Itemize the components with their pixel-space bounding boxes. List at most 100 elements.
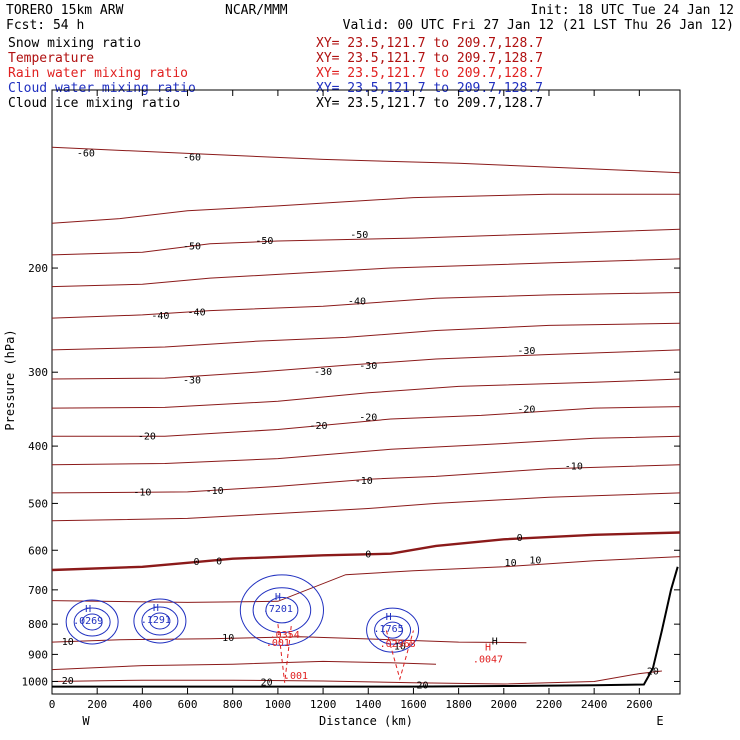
isotherm-line xyxy=(51,292,681,319)
cloud-water-contour xyxy=(73,607,111,637)
y-tick-label: 500 xyxy=(28,497,48,510)
max-value: .001 xyxy=(284,671,308,682)
contour-label: -10 xyxy=(206,486,224,497)
cloud-water-contour xyxy=(252,587,312,634)
y-tick-label: 800 xyxy=(28,618,48,631)
model-title: TORERO 15km ARW xyxy=(6,3,124,18)
y-tick-label: 300 xyxy=(28,366,48,379)
y-tick-label: 900 xyxy=(28,648,48,661)
isotherm-line xyxy=(51,660,437,671)
legend-snow: Snow mixing ratio xyxy=(8,36,141,51)
contour-label: -10 xyxy=(565,461,583,472)
contour-label: -50 xyxy=(350,230,368,241)
isotherm-line xyxy=(51,322,681,351)
max-marker: H xyxy=(386,612,392,623)
max-marker: H xyxy=(492,637,498,648)
forecast-hour: Fcst: 54 h xyxy=(6,18,84,33)
y-tick-label: 400 xyxy=(28,440,48,453)
contour-label: -50 xyxy=(255,236,273,247)
cloud-water-contours xyxy=(65,574,420,653)
x-tick-label: 2200 xyxy=(536,698,563,711)
max-marker: H xyxy=(275,592,281,603)
legend-snow-xy: XY= 23.5,121.7 to 209.7,128.7 xyxy=(316,36,543,51)
contour-label: 20 xyxy=(416,680,428,691)
x-tick-label: 600 xyxy=(178,698,198,711)
contour-label: 10 xyxy=(62,637,74,648)
y-tick-label: 700 xyxy=(28,584,48,597)
contour-label: -30 xyxy=(183,376,201,387)
contour-label: -30 xyxy=(517,346,535,357)
contour-label: 10 xyxy=(529,555,541,566)
max-marker: H xyxy=(485,642,491,653)
contour-label: -10 xyxy=(355,476,373,487)
contour-label: -60 xyxy=(183,152,201,163)
x-tick-label: 2400 xyxy=(581,698,608,711)
legend-temperature-xy: XY= 23.5,121.7 to 209.7,128.7 xyxy=(316,51,543,66)
isotherm-line xyxy=(51,636,527,644)
max-value: .0047 xyxy=(473,654,503,665)
isotherm-line xyxy=(51,193,680,224)
isotherm-line xyxy=(51,531,681,572)
center-title: NCAR/MMM xyxy=(225,3,288,18)
x-tick-label: 1200 xyxy=(310,698,337,711)
contour-label: 10 xyxy=(394,641,406,652)
cloud-water-contour xyxy=(382,621,404,639)
max-value: .0354 xyxy=(270,630,300,641)
x-tick-label: 2600 xyxy=(626,698,653,711)
rain-water-contours xyxy=(277,624,414,683)
x-tick-label: 2000 xyxy=(491,698,518,711)
max-marker: H xyxy=(85,604,91,615)
contour-label: 20 xyxy=(261,678,273,689)
isotherm-line xyxy=(51,378,681,409)
x-tick-label: 1800 xyxy=(445,698,472,711)
y-axis-label: Pressure (hPa) xyxy=(3,329,17,430)
isotherm-line xyxy=(51,228,681,256)
contour-label: 0 xyxy=(216,557,222,568)
contour-label: -10 xyxy=(133,487,151,498)
x-tick-label: 800 xyxy=(223,698,243,711)
x-tick-label: 0 xyxy=(49,698,56,711)
rain-water-contour xyxy=(277,624,292,683)
x-axis-label: Distance (km) xyxy=(319,714,413,728)
legend-temperature: Temperature xyxy=(8,51,94,66)
max-value: .02968 xyxy=(380,639,416,650)
plot-frame xyxy=(51,89,681,695)
legend-cloud-water-xy: XY= 23.5,121.7 to 209.7,128.7 xyxy=(316,81,543,96)
y-tick-label: 600 xyxy=(28,544,48,557)
contour-label: -20 xyxy=(310,421,328,432)
max-value: .001 xyxy=(266,638,290,649)
isotherm-line xyxy=(51,492,681,522)
maxima-labels: H.0269H.1291H.7201H.1765.0354.001.001.02… xyxy=(73,592,503,682)
cloud-water-contour xyxy=(239,574,324,646)
isotherm-line xyxy=(51,349,681,380)
contour-label: 10 xyxy=(505,558,517,569)
contour-label: -40 xyxy=(188,308,206,319)
cloud-water-contour xyxy=(141,606,179,636)
contour-labels: -60 -60 -50 -50 -50 -40 -40 -40 -30 -30 -30 -30 -20 -… xyxy=(62,148,659,691)
contour-label: -40 xyxy=(151,311,169,322)
axes: 0 200 400 600 800 1000 1200 1400 1600 1800 2000 220… xyxy=(22,90,680,711)
max-value: .0269 xyxy=(73,616,103,627)
cloud-water-contour xyxy=(65,599,119,645)
contour-label: 0 xyxy=(517,533,523,544)
contour-label: -20 xyxy=(359,413,377,424)
contour-label: -30 xyxy=(359,361,377,372)
max-value: .1291 xyxy=(141,615,171,626)
max-value: .1765 xyxy=(374,624,404,635)
cloud-water-contour xyxy=(265,596,299,624)
y-tick-label: 1000 xyxy=(22,675,49,688)
y-tick-label: 200 xyxy=(28,262,48,275)
contour-label: 0 xyxy=(194,557,200,568)
temperature-contours xyxy=(51,146,681,685)
x-tick-label: 200 xyxy=(87,698,107,711)
isotherm-line xyxy=(51,464,681,494)
x-tick-label: 1600 xyxy=(400,698,427,711)
contour-label: 20 xyxy=(62,676,74,687)
contour-label: -60 xyxy=(77,148,95,159)
isotherm-line xyxy=(51,556,681,603)
max-value: .7201 xyxy=(263,604,293,615)
isotherm-line xyxy=(52,406,681,437)
legend-rain: Rain water mixing ratio xyxy=(8,66,188,81)
isotherm-line xyxy=(51,146,681,174)
